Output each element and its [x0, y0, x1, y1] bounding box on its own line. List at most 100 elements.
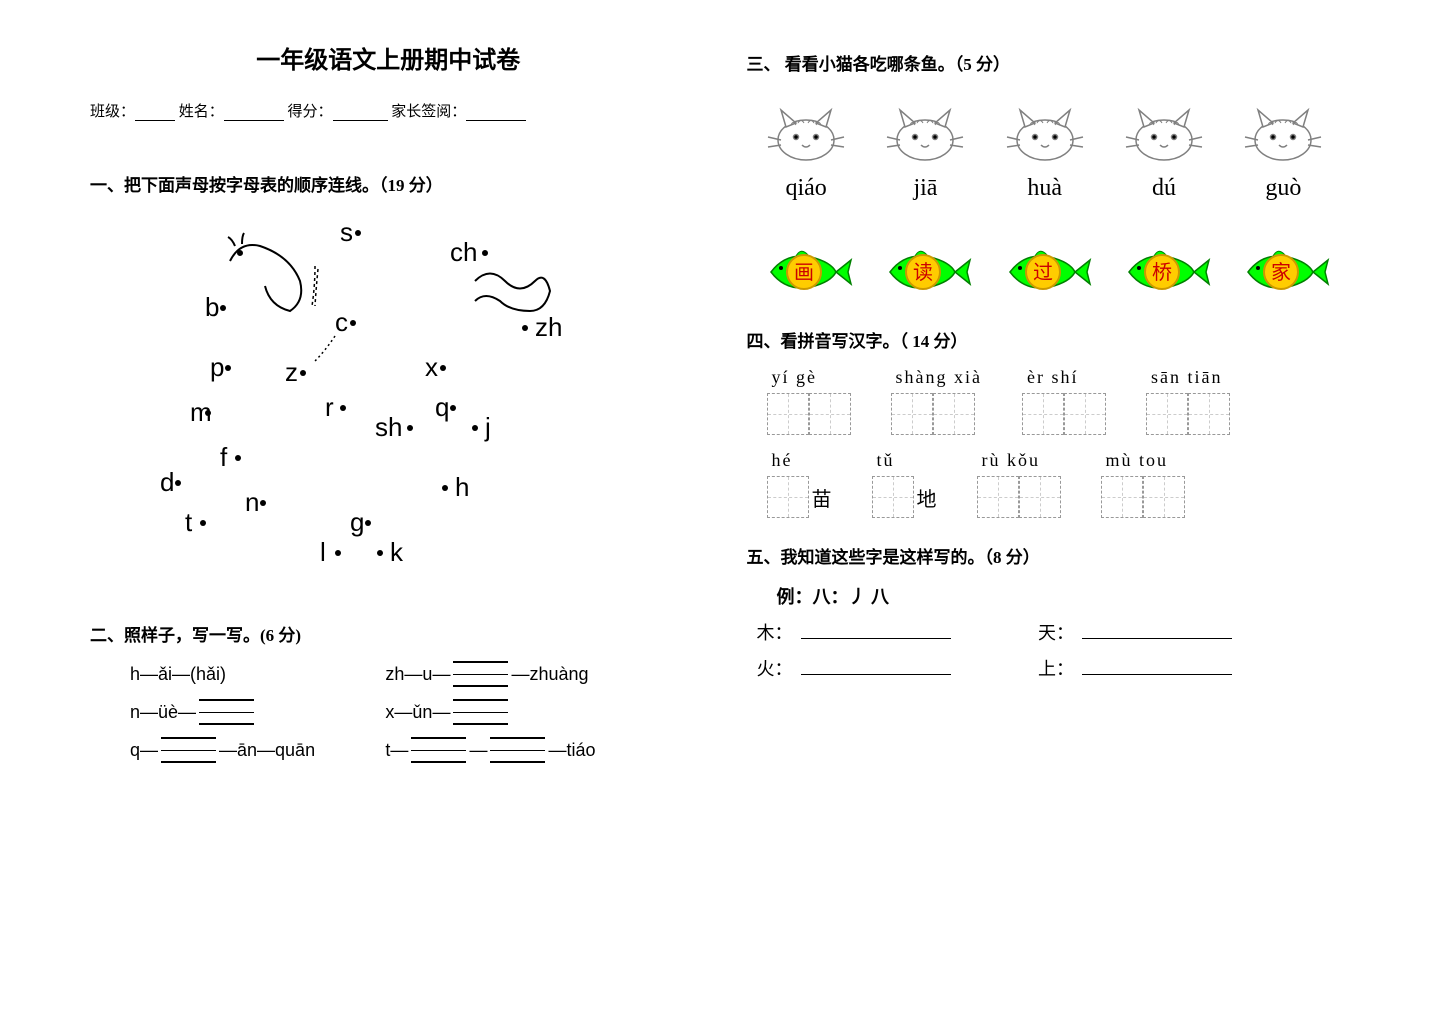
hanzi-item: èr shí — [1022, 367, 1106, 435]
q4-header: 四、看拼音写汉字。（ 14 分） — [747, 327, 1344, 352]
letter-p: p — [210, 352, 224, 382]
letter-q: q — [435, 392, 449, 422]
class-label: 班级： — [90, 104, 135, 120]
stroke-blank — [1082, 657, 1232, 675]
write-box — [453, 661, 508, 687]
stroke-item: 上： — [1038, 655, 1320, 681]
stroke-row: 火：上： — [757, 655, 1344, 681]
letter-l: l — [320, 537, 326, 567]
hanzi-item: sān tiān — [1146, 367, 1230, 435]
hanzi-pinyin: hé — [767, 450, 832, 471]
q5-header: 五、我知道这些字是这样写的。（8 分） — [747, 543, 1344, 568]
hanzi-suffix: 苗 — [812, 483, 832, 512]
hanzi-box — [1019, 476, 1061, 518]
letter-z: z — [285, 357, 298, 387]
hanzi-box — [1143, 476, 1185, 518]
hanzi-item: shàng xià — [891, 367, 982, 435]
q2-text: n—üè— — [130, 702, 196, 723]
letter-c: c — [335, 307, 348, 337]
write-box — [411, 737, 466, 763]
hanzi-row: yí gè shàng xià èr shí sān tiān — [767, 367, 1344, 435]
svg-text:过: 过 — [1033, 261, 1053, 284]
hanzi-pinyin: rù kǒu — [977, 450, 1061, 471]
letter-g: g — [350, 507, 364, 537]
cat-item: jiā — [885, 95, 965, 202]
write-box — [161, 737, 216, 763]
hanzi-pinyin: sān tiān — [1146, 367, 1230, 388]
write-box — [490, 737, 545, 763]
q2-text: —ān—quān — [219, 740, 315, 761]
blank — [466, 105, 526, 121]
cat-label: jiā — [885, 175, 965, 202]
write-box — [453, 699, 508, 725]
q1-header: 一、把下面声母按字母表的顺序连线。（19 分） — [90, 171, 687, 196]
hanzi-box — [1022, 393, 1064, 435]
q2-text: — — [469, 740, 487, 761]
hanzi-box — [933, 393, 975, 435]
fish-row: 画 读 过 桥 — [747, 242, 1344, 302]
q2-container: h—ǎi—(hǎi)zh—u——zhuàng n—üè— x—ǔn— q— —ān—qu… — [90, 661, 687, 763]
fish-item: 过 — [995, 242, 1095, 302]
letter-zh: zh — [535, 312, 562, 342]
page-title: 一年级语文上册期中试卷 — [90, 40, 687, 75]
hanzi-row: hé 苗 tǔ地 rù kǒu mù tou — [767, 450, 1344, 518]
hanzi-box — [1101, 476, 1143, 518]
cat-label: huà — [1005, 175, 1085, 202]
hanzi-box — [809, 393, 851, 435]
stroke-blank — [801, 657, 951, 675]
letter-ch: ch — [450, 237, 477, 267]
cat-label: dú — [1124, 175, 1204, 202]
hanzi-suffix: 地 — [917, 483, 937, 512]
q2-text: x—ǔn— — [385, 702, 450, 723]
letter-t: t — [185, 507, 193, 537]
letter-d: d — [160, 467, 174, 497]
fish-item: 读 — [875, 242, 975, 302]
hanzi-item: yí gè — [767, 367, 851, 435]
hanzi-pinyin: mù tou — [1101, 450, 1185, 471]
fish-item: 桥 — [1114, 242, 1214, 302]
q2-header: 二、照样子，写一写。(6 分) — [90, 621, 687, 646]
q2-row: n—üè— x—ǔn— — [130, 699, 687, 725]
letter-b: b — [205, 292, 219, 322]
hanzi-box — [891, 393, 933, 435]
blank — [333, 105, 388, 121]
left-column: 一年级语文上册期中试卷 班级： 姓名： 得分： 家长签阅： 一、把下面声母按字母… — [60, 40, 717, 971]
right-column: 三、 看看小猫各吃哪条鱼。（5 分） qiáo jiā — [717, 40, 1374, 971]
hanzi-pinyin: shàng xià — [891, 367, 982, 388]
hanzi-box — [872, 476, 914, 518]
letter-j: j — [484, 412, 491, 442]
hanzi-box — [1146, 393, 1188, 435]
cat-item: qiáo — [766, 95, 846, 202]
q2-text: zh—u— — [385, 664, 450, 685]
q2-text: q— — [130, 740, 158, 761]
q5-container: 木： 天： 火：上： — [747, 619, 1344, 681]
q2-row: h—ǎi—(hǎi)zh—u——zhuàng — [130, 661, 687, 687]
hanzi-box — [977, 476, 1019, 518]
blank — [224, 105, 284, 121]
stroke-blank — [1082, 621, 1232, 639]
hanzi-box — [767, 393, 809, 435]
hanzi-pinyin: yí gè — [767, 367, 851, 388]
score-label: 得分： — [288, 104, 333, 120]
hanzi-box — [1188, 393, 1230, 435]
q2-text: —tiáo — [548, 740, 595, 761]
cat-label: guò — [1243, 175, 1323, 202]
svg-text:画: 画 — [794, 262, 814, 284]
cat-item: huà — [1005, 95, 1085, 202]
write-box — [199, 699, 254, 725]
hanzi-box — [1064, 393, 1106, 435]
stroke-char: 天： — [1038, 619, 1074, 645]
hanzi-item: mù tou — [1101, 450, 1185, 518]
letter-sh: sh — [375, 412, 402, 442]
header-line: 班级： 姓名： 得分： 家长签阅： — [90, 100, 687, 121]
parent-label: 家长签阅： — [391, 104, 466, 120]
stroke-char: 上： — [1038, 655, 1074, 681]
letter-h: h — [455, 472, 469, 502]
stroke-char: 木： — [757, 619, 793, 645]
fish-item: 画 — [756, 242, 856, 302]
q2-row: q——ān—quānt———tiáo — [130, 737, 687, 763]
hanzi-pinyin: èr shí — [1022, 367, 1106, 388]
cat-item: guò — [1243, 95, 1323, 202]
hanzi-item: tǔ地 — [872, 450, 937, 518]
hanzi-box — [767, 476, 809, 518]
